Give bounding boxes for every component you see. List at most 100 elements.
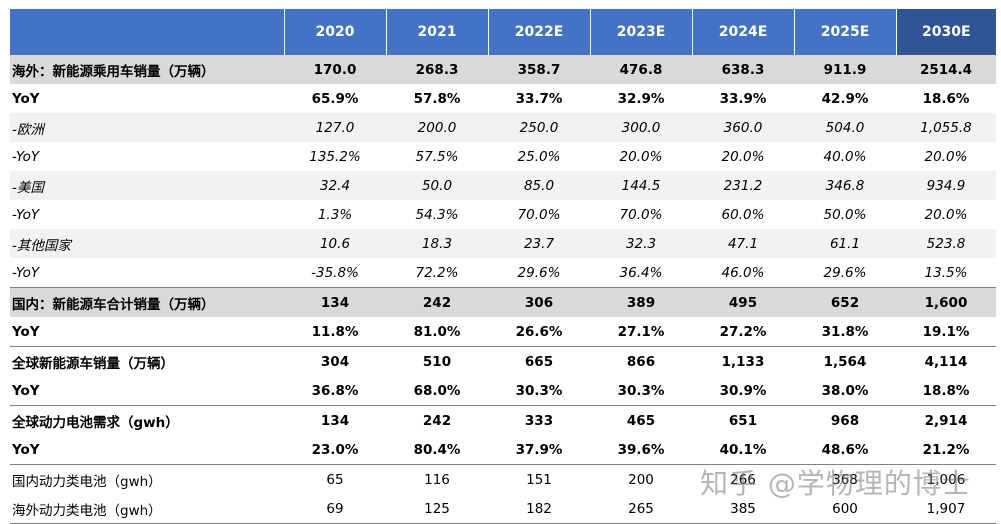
- value-cell: 20.0%: [721, 148, 765, 165]
- value-cell: 242: [386, 287, 488, 317]
- value-cell: 1,133: [692, 346, 794, 376]
- row-label: YoY: [12, 382, 40, 399]
- value-cell: 39.6%: [617, 441, 665, 458]
- value-cell: 333: [488, 405, 590, 435]
- value-cell: 1,006: [896, 464, 996, 494]
- value-cell: 23.7: [488, 229, 590, 258]
- value-cell: 116: [386, 464, 488, 494]
- value-cell: 665: [488, 346, 590, 376]
- value-cell: 48.6%: [821, 441, 869, 458]
- value-cell: 385: [692, 494, 794, 524]
- value-cell: 60.0%: [721, 206, 765, 223]
- value-cell: 495: [692, 287, 794, 317]
- value-cell: 504.0: [794, 113, 896, 142]
- value-cell: 33.7%: [515, 90, 563, 107]
- value-cell: 21.2%: [922, 441, 970, 458]
- row-label: 全球动力电池需求（gwh）: [10, 405, 284, 435]
- value-cell: 231.2: [692, 171, 794, 200]
- value-cell: 18.6%: [922, 90, 970, 107]
- row-label: YoY: [12, 323, 40, 340]
- value-cell: 134: [284, 405, 386, 435]
- row-label: 全球新能源车销量（万辆）: [10, 346, 284, 376]
- row-usa-yoy: -YoY 1.3% 54.3% 70.0% 70.0% 60.0% 50.0% 20.0%: [10, 200, 996, 229]
- row-label: -美国: [10, 171, 284, 200]
- value-cell: 510: [386, 346, 488, 376]
- value-cell: 37.9%: [515, 441, 563, 458]
- row-battery-yoy: YoY 23.0% 80.4% 37.9% 39.6% 40.1% 48.6% 21.2%: [10, 435, 996, 465]
- value-cell: 266: [692, 464, 794, 494]
- value-cell: 36.4%: [619, 264, 663, 281]
- row-label: YoY: [12, 441, 40, 458]
- value-cell: 1,907: [896, 494, 996, 524]
- row-overseas-battery: 海外动力类电池（gwh） 69 125 182 265 385 600 1,907: [10, 494, 996, 524]
- value-cell: 2514.4: [896, 55, 996, 84]
- row-label: -欧洲: [10, 113, 284, 142]
- value-cell: 304: [284, 346, 386, 376]
- header-year-2022e: 2022E: [487, 9, 590, 55]
- value-cell: 911.9: [794, 55, 896, 84]
- row-label: 海外：新能源乘用车销量（万辆）: [10, 55, 284, 84]
- value-cell: 80.4%: [413, 441, 461, 458]
- value-cell: 50.0: [386, 171, 488, 200]
- value-cell: 265: [590, 494, 692, 524]
- value-cell: 523.8: [896, 229, 996, 258]
- value-cell: 934.9: [896, 171, 996, 200]
- value-cell: 13.5%: [924, 264, 968, 281]
- value-cell: 144.5: [590, 171, 692, 200]
- row-other-countries: -其他国家 10.6 18.3 23.7 32.3 47.1 61.1 523.8: [10, 229, 996, 258]
- value-cell: 23.0%: [311, 441, 359, 458]
- value-cell: 30.9%: [719, 382, 767, 399]
- row-label: 海外动力类电池（gwh）: [10, 494, 284, 524]
- value-cell: 36.8%: [311, 382, 359, 399]
- row-europe-yoy: -YoY 135.2% 57.5% 25.0% 20.0% 20.0% 40.0% 20.0%: [10, 142, 996, 171]
- value-cell: 1.3%: [317, 206, 353, 223]
- forecast-table-container: 2020 2021 2022E 2023E 2024E 2025E 2030E …: [10, 9, 996, 524]
- value-cell: 2,914: [896, 405, 996, 435]
- value-cell: 27.2%: [719, 323, 767, 340]
- value-cell: 81.0%: [413, 323, 461, 340]
- value-cell: 125: [386, 494, 488, 524]
- value-cell: 476.8: [590, 55, 692, 84]
- value-cell: 65.9%: [311, 90, 359, 107]
- value-cell: 651: [692, 405, 794, 435]
- value-cell: 31.8%: [821, 323, 869, 340]
- value-cell: 32.3: [590, 229, 692, 258]
- row-global-battery-demand: 全球动力电池需求（gwh） 134 242 333 465 651 968 2,914: [10, 405, 996, 435]
- value-cell: 360.0: [692, 113, 794, 142]
- row-label: -YoY: [12, 206, 40, 223]
- value-cell: 40.0%: [823, 148, 867, 165]
- value-cell: 33.9%: [719, 90, 767, 107]
- value-cell: 18.3: [386, 229, 488, 258]
- row-label: -其他国家: [10, 229, 284, 258]
- header-row: 2020 2021 2022E 2023E 2024E 2025E 2030E: [10, 9, 996, 55]
- value-cell: 268.3: [386, 55, 488, 84]
- value-cell: 300.0: [590, 113, 692, 142]
- row-label: YoY: [12, 90, 40, 107]
- value-cell: 68.0%: [413, 382, 461, 399]
- table-body: 海外：新能源乘用车销量（万辆） 170.0 268.3 358.7 476.8 638.3…: [10, 55, 996, 524]
- value-cell: 465: [590, 405, 692, 435]
- header-label-cell: [10, 9, 284, 55]
- value-cell: 65: [284, 464, 386, 494]
- value-cell: 306: [488, 287, 590, 317]
- value-cell: 368: [794, 464, 896, 494]
- header-year-2021: 2021: [385, 9, 488, 55]
- row-global-nev-sales: 全球新能源车销量（万辆） 304 510 665 866 1,133 1,564 4,114: [10, 346, 996, 376]
- value-cell: 652: [794, 287, 896, 317]
- value-cell: 134: [284, 287, 386, 317]
- value-cell: 968: [794, 405, 896, 435]
- value-cell: 72.2%: [415, 264, 459, 281]
- value-cell: 1,600: [896, 287, 996, 317]
- value-cell: 29.6%: [517, 264, 561, 281]
- value-cell: 57.5%: [415, 148, 459, 165]
- value-cell: 170.0: [284, 55, 386, 84]
- value-cell: 135.2%: [309, 148, 361, 165]
- value-cell: 19.1%: [922, 323, 970, 340]
- row-usa: -美国 32.4 50.0 85.0 144.5 231.2 346.8 934.9: [10, 171, 996, 200]
- value-cell: 40.1%: [719, 441, 767, 458]
- value-cell: 69: [284, 494, 386, 524]
- value-cell: 85.0: [488, 171, 590, 200]
- value-cell: 61.1: [794, 229, 896, 258]
- value-cell: 242: [386, 405, 488, 435]
- value-cell: 20.0%: [924, 206, 968, 223]
